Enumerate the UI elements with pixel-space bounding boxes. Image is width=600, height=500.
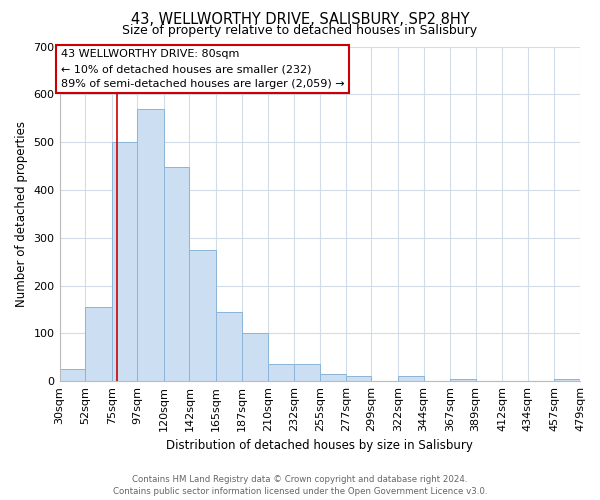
Bar (190, 250, 216, 381)
Bar (554, 379, 580, 381)
Text: Contains HM Land Registry data © Crown copyright and database right 2024.
Contai: Contains HM Land Registry data © Crown c… (113, 474, 487, 496)
Y-axis label: Number of detached properties: Number of detached properties (15, 121, 28, 307)
Bar (268, 364, 293, 381)
Bar (85, 307, 112, 381)
Bar (112, 142, 137, 381)
Bar (164, 167, 190, 381)
Text: 43, WELLWORTHY DRIVE, SALISBURY, SP2 8HY: 43, WELLWORTHY DRIVE, SALISBURY, SP2 8HY (131, 12, 469, 28)
Bar (242, 334, 268, 381)
Bar (450, 379, 476, 381)
Bar (320, 374, 346, 381)
Bar (59, 369, 85, 381)
Text: Size of property relative to detached houses in Salisbury: Size of property relative to detached ho… (122, 24, 478, 37)
Bar (293, 364, 320, 381)
Text: 43 WELLWORTHY DRIVE: 80sqm
← 10% of detached houses are smaller (232)
89% of sem: 43 WELLWORTHY DRIVE: 80sqm ← 10% of deta… (61, 50, 344, 89)
Bar (137, 108, 164, 381)
Bar (216, 312, 242, 381)
X-axis label: Distribution of detached houses by size in Salisbury: Distribution of detached houses by size … (166, 440, 473, 452)
Bar (398, 376, 424, 381)
Bar (346, 376, 371, 381)
